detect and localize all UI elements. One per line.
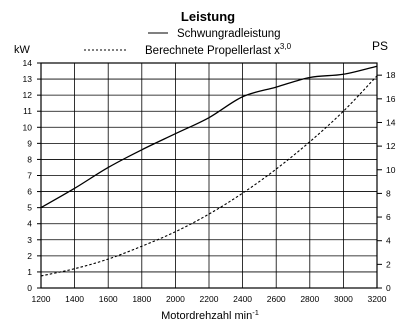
y-tick-label-right: 4: [386, 236, 391, 246]
y-tick-label-right: 2: [386, 259, 391, 269]
x-axis-label: Motordrehzahl min-1: [161, 308, 259, 322]
x-tick-label: 2200: [200, 294, 219, 304]
y-tick-label-left: 7: [27, 171, 32, 181]
y-tick-label-left: 11: [23, 106, 32, 116]
x-tick-label: 1600: [99, 294, 118, 304]
series-line-propeller-load: [40, 75, 378, 277]
plot-frame: [40, 62, 378, 289]
y-tick-label-left: 8: [27, 154, 32, 164]
y-tick-label-right: 18: [386, 70, 396, 80]
y-tick-label-left: 10: [23, 122, 33, 132]
y-tick-label-left: 13: [23, 74, 33, 84]
legend-label-propeller: Berechnete Propellerlast x3,0: [145, 42, 292, 57]
y-tick-label-right: 8: [386, 188, 391, 198]
y-tick-label-right: 14: [386, 117, 396, 127]
y-tick-label-left: 3: [27, 235, 32, 245]
y-axis-label-left: kW: [14, 44, 31, 56]
y-tick-label-left: 14: [23, 58, 33, 68]
y-tick-label-right: 6: [386, 212, 391, 222]
y-axis-label-right: PS: [372, 39, 388, 53]
y-tick-label-left: 0: [27, 283, 32, 293]
x-tick-label: 2000: [166, 294, 185, 304]
y-tick-label-right: 10: [386, 165, 396, 175]
y-tick-label-left: 6: [27, 187, 32, 197]
legend: Schwungradleistung Berechnete Propellerl…: [84, 28, 292, 57]
x-tick-label: 3200: [368, 294, 387, 304]
x-tick-labels: 1200 1400 1600 1800 2000 2200 2400 2600 2800 3000…: [32, 294, 387, 304]
series-lines: [40, 65, 378, 277]
x-tick-label: 2800: [300, 294, 319, 304]
y-tick-label-right: 16: [386, 94, 396, 104]
y-tick-label-left: 2: [27, 251, 32, 261]
x-tick-label: 2400: [233, 294, 252, 304]
grid: [40, 62, 378, 289]
x-tick-label: 1200: [32, 294, 51, 304]
y-tick-label-right: 12: [386, 141, 396, 151]
x-tick-label: 1400: [65, 294, 84, 304]
legend-label-flywheel: Schwungradleistung: [177, 28, 281, 40]
x-tick-label: 3000: [334, 294, 353, 304]
y-tick-label-left: 4: [27, 219, 32, 229]
y-tick-label-right: 0: [386, 283, 391, 293]
y-tick-labels-right: 0 2 4 6 8 10 12 14 16 18: [377, 70, 396, 293]
y-tick-label-left: 5: [27, 203, 32, 213]
series-line-flywheel-power: [40, 65, 378, 209]
x-tick-label: 1800: [132, 294, 151, 304]
chart-title: Leistung: [181, 9, 235, 24]
y-tick-label-left: 1: [27, 267, 32, 277]
legend-exponent: 3,0: [280, 42, 292, 51]
x-tick-label: 2600: [267, 294, 286, 304]
y-tick-label-left: 12: [23, 90, 33, 100]
x-axis-label-exponent: -1: [252, 308, 259, 317]
y-tick-label-left: 9: [27, 138, 32, 148]
